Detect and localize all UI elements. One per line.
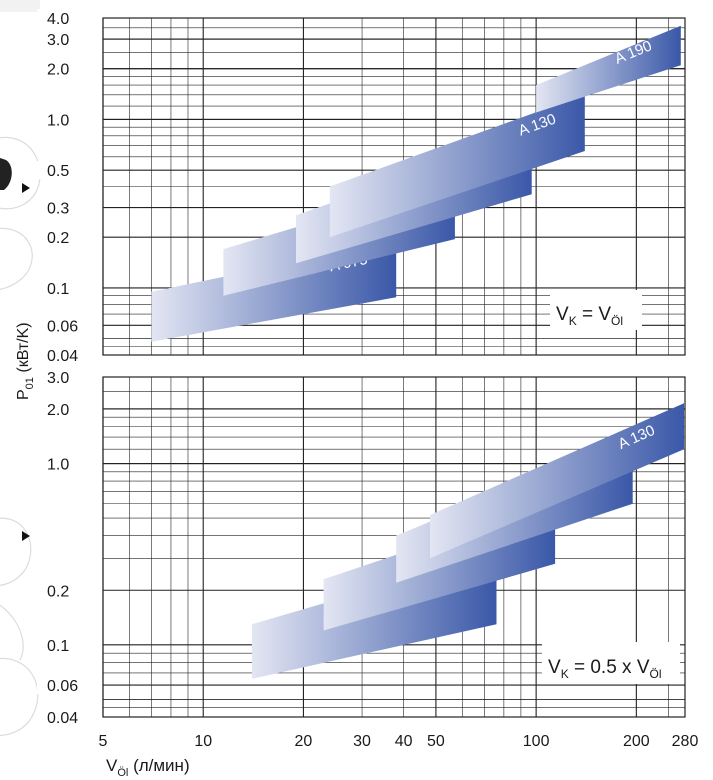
y-tick-label: 1.0 bbox=[47, 457, 69, 474]
y-axis-label: P01 (кВт/K) bbox=[15, 322, 36, 400]
y-tick-label: 0.06 bbox=[47, 678, 78, 695]
y-tick-label: 2.0 bbox=[47, 402, 69, 419]
y-tick-bg bbox=[37, 9, 101, 27]
y-tick-label: 0.04 bbox=[47, 710, 78, 727]
upper-y-tick-labels: 4.0 3.0 2.0 1.0 0.5 0.3 0.2 0.1 0.06 0.04 bbox=[37, 9, 101, 365]
x-tick-label: 50 bbox=[427, 733, 445, 750]
lower-annotation: VK = 0.5 x VÖl bbox=[548, 657, 662, 681]
y-tick-label: 0.3 bbox=[47, 201, 69, 218]
x-tick-label: 200 bbox=[623, 733, 650, 750]
y-tick-label: 0.2 bbox=[47, 230, 69, 247]
y-tick-label: 1.0 bbox=[47, 112, 69, 129]
y-tick-bg bbox=[37, 708, 101, 726]
y-tick-bg bbox=[37, 316, 101, 335]
y-tick-bg bbox=[37, 399, 101, 418]
x-tick-label: 280 bbox=[672, 733, 699, 750]
y-tick-label: 2.0 bbox=[47, 62, 69, 79]
lower-grid bbox=[102, 376, 686, 718]
y-tick-label: 0.1 bbox=[47, 281, 69, 298]
y-tick-bg bbox=[37, 454, 101, 473]
x-tick-label: 40 bbox=[395, 733, 413, 750]
y-tick-label: 3.0 bbox=[47, 32, 69, 49]
y-tick-bg bbox=[37, 59, 101, 78]
y-tick-label: 0.06 bbox=[47, 318, 78, 335]
side-markers bbox=[0, 158, 30, 541]
y-tick-label: 0.1 bbox=[47, 638, 69, 655]
lower-panel: A 075A 093A 114A 130 3.0 2.0 1.0 0.2 0.1 0.06… bbox=[37, 368, 686, 727]
band-a-190 bbox=[536, 25, 681, 113]
y-tick-label: 4.0 bbox=[47, 11, 69, 28]
y-tick-label: 0.5 bbox=[47, 163, 69, 180]
panel-frame bbox=[102, 376, 686, 718]
x-axis-label: VÖl (л/мин) bbox=[106, 756, 190, 779]
x-tick-label: 20 bbox=[295, 733, 313, 750]
upper-annotation-box bbox=[550, 290, 642, 330]
x-tick-labels: 5 10 20 30 40 50 100 200 280 bbox=[99, 733, 699, 750]
y-tick-bg bbox=[37, 676, 101, 695]
band-a-130 bbox=[329, 94, 585, 238]
y-tick-bg bbox=[37, 198, 101, 217]
y-tick-bg bbox=[37, 581, 101, 600]
corner-tab bbox=[0, 0, 40, 12]
y-tick-bg bbox=[37, 346, 101, 364]
y-tick-label: 3.0 bbox=[47, 370, 69, 387]
y-tick-bg bbox=[37, 228, 101, 247]
y-tick-label: 0.2 bbox=[47, 583, 69, 600]
background-decoration bbox=[0, 136, 41, 737]
lower-bands: A 075A 093A 114A 130 bbox=[251, 403, 684, 679]
x-tick-label: 5 bbox=[99, 733, 108, 750]
y-tick-label: 0.04 bbox=[47, 348, 78, 365]
x-tick-label: 10 bbox=[194, 733, 212, 750]
y-tick-bg bbox=[37, 368, 101, 386]
lower-annotation-box bbox=[542, 642, 680, 684]
band-a-130 bbox=[430, 403, 684, 559]
y-tick-bg bbox=[37, 30, 101, 49]
y-tick-bg bbox=[37, 635, 101, 654]
y-tick-bg bbox=[37, 161, 101, 180]
lower-y-tick-labels: 3.0 2.0 1.0 0.2 0.1 0.06 0.04 bbox=[37, 368, 101, 727]
x-tick-label: 100 bbox=[523, 733, 550, 750]
x-tick-label: 30 bbox=[353, 733, 371, 750]
panel-frame bbox=[102, 17, 686, 356]
y-tick-bg bbox=[37, 110, 101, 129]
y-tick-bg bbox=[37, 278, 101, 297]
upper-annotation: VK = VÖl bbox=[556, 304, 623, 328]
